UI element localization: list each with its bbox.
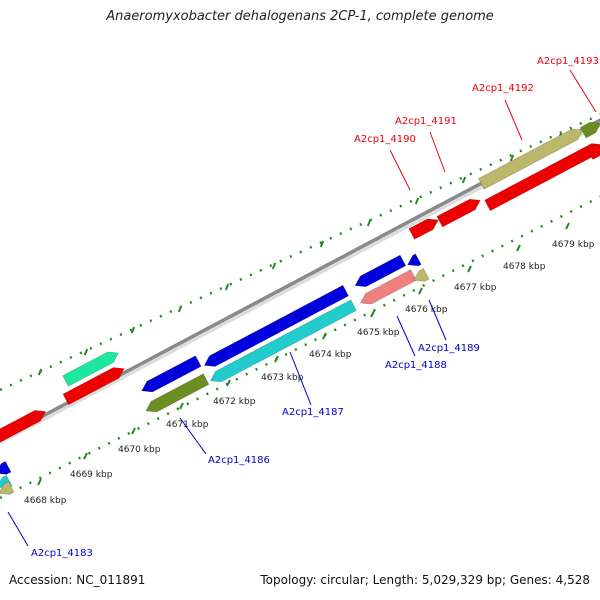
kbp-tick-label: 4676 kbp xyxy=(405,305,448,315)
inner-major-tick xyxy=(83,452,88,460)
gene-leader-line xyxy=(504,99,523,141)
gene-label: A2cp1_4193 xyxy=(537,56,599,67)
outer-major-tick xyxy=(37,368,43,376)
inner-major-tick xyxy=(274,355,279,363)
kbp-tick-label: 4674 kbp xyxy=(309,350,352,360)
outer-major-tick xyxy=(271,262,277,270)
gene-label: A2cp1_4191 xyxy=(395,116,457,127)
outer-dotted-ruler xyxy=(0,113,600,392)
outer-major-tick xyxy=(414,197,420,205)
gene-arrow-forward-red xyxy=(436,198,481,228)
inner-major-tick xyxy=(131,427,136,435)
gene-arrow-reverse-blue xyxy=(354,254,407,288)
topology-label: Topology: circular; Length: 5,029,329 bp… xyxy=(260,573,590,587)
gene-arrow-forward-red xyxy=(62,367,125,406)
outer-major-tick xyxy=(319,240,325,248)
gene-arrow-forward-olive xyxy=(579,121,600,139)
gene-arrow-forward-red xyxy=(0,410,47,443)
inner-major-tick xyxy=(37,478,42,486)
gene-arrow-forward-red xyxy=(408,218,439,240)
outer-major-tick xyxy=(509,154,515,162)
outer-major-tick xyxy=(224,283,230,291)
gene-leader-line xyxy=(289,351,312,406)
outer-major-tick xyxy=(177,305,183,313)
kbp-tick-label: 4668 kbp xyxy=(24,496,67,506)
gene-label: A2cp1_4183 xyxy=(31,548,93,559)
gene-leader-line xyxy=(569,69,597,113)
gene-label: A2cp1_4192 xyxy=(472,83,534,94)
gene-arrow-reverse-blue xyxy=(0,460,12,475)
gene-arrow-reverse-blue xyxy=(141,355,202,393)
gene-arrow-reverse-olive xyxy=(145,373,210,413)
kbp-tick-label: 4675 kbp xyxy=(357,328,400,338)
gene-leader-line xyxy=(396,315,416,357)
kbp-tick-label: 4677 kbp xyxy=(454,283,497,293)
outer-major-tick xyxy=(83,348,89,356)
gene-arrow-reverse-khaki xyxy=(0,480,15,495)
outer-major-tick xyxy=(366,219,372,227)
gene-leader-line xyxy=(428,299,447,341)
kbp-tick-label: 4669 kbp xyxy=(70,470,113,480)
kbp-tick-label: 4671 kbp xyxy=(166,420,209,430)
gene-arrow-reverse-khaki xyxy=(413,267,430,282)
kbp-tick-label: 4673 kbp xyxy=(261,373,304,383)
kbp-tick-label: 4678 kbp xyxy=(503,262,546,272)
inner-major-tick xyxy=(516,244,521,252)
gene-arrow-reverse-cyan xyxy=(209,299,357,383)
outer-major-tick xyxy=(130,326,136,334)
gene-label: A2cp1_4190 xyxy=(354,134,416,145)
gene-leader-line xyxy=(389,149,411,191)
inner-major-tick xyxy=(418,287,423,295)
map-title: Anaeromyxobacter dehalogenans 2CP-1, com… xyxy=(106,9,494,24)
gene-label: A2cp1_4189 xyxy=(418,343,480,354)
gene-arrow-forward-green xyxy=(62,351,119,387)
gene-leader-line xyxy=(179,417,207,455)
inner-major-tick xyxy=(370,310,375,318)
kbp-tick-label: 4670 kbp xyxy=(118,445,161,455)
gene-arrow-forward-khaki xyxy=(477,128,584,190)
gene-label: A2cp1_4187 xyxy=(282,407,344,418)
gene-arrow-forward-red xyxy=(586,144,600,160)
inner-major-tick xyxy=(565,222,570,230)
accession-label: Accession: NC_011891 xyxy=(9,573,146,587)
gene-label: A2cp1_4186 xyxy=(208,455,270,466)
inner-major-tick xyxy=(226,379,231,387)
gene-arrow-reverse-blue xyxy=(407,253,422,267)
inner-dotted-ruler xyxy=(0,195,600,500)
inner-major-tick xyxy=(179,402,184,410)
gene-label: A2cp1_4188 xyxy=(385,360,447,371)
inner-major-tick xyxy=(322,332,327,340)
kbp-tick-label: 4672 kbp xyxy=(213,397,256,407)
kbp-tick-label: 4679 kbp xyxy=(552,240,595,250)
gene-leader-line xyxy=(7,511,29,547)
inner-major-tick xyxy=(467,265,472,273)
gene-leader-line xyxy=(429,131,446,173)
gene-arrow-reverse-blue xyxy=(203,284,349,367)
outer-major-tick xyxy=(461,176,467,184)
